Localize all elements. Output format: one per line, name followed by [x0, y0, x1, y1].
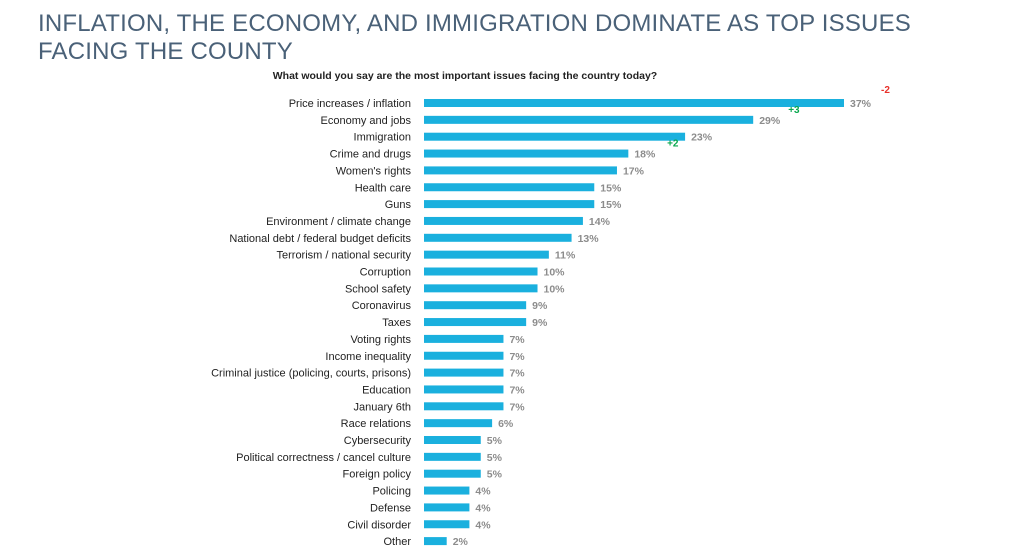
value-label-school-safety: 10%: [544, 283, 566, 295]
chart-question: What would you say are the most importan…: [272, 70, 658, 82]
category-label-women-s-rights: Women's rights: [336, 165, 412, 177]
bar-other: [424, 537, 447, 546]
value-label-other: 2%: [453, 536, 469, 548]
category-label-income-inequality: Income inequality: [325, 351, 411, 363]
value-label-women-s-rights: 17%: [623, 165, 645, 177]
bar-coronavirus: [424, 301, 527, 310]
value-label-voting-rights: 7%: [509, 334, 525, 346]
value-label-civil-disorder: 4%: [475, 519, 491, 531]
category-label-race-relations: Race relations: [341, 418, 412, 430]
bar-race-relations: [424, 419, 493, 428]
category-label-policing: Policing: [372, 486, 411, 498]
category-label-other: Other: [383, 536, 411, 548]
change-annotation-economy-and-jobs: +3: [788, 105, 800, 116]
value-label-january-6th: 7%: [509, 401, 525, 413]
category-label-immigration: Immigration: [354, 132, 411, 144]
bar-health-care: [424, 183, 595, 192]
bar-economy-and-jobs: [424, 115, 754, 124]
value-label-income-inequality: 7%: [509, 351, 525, 363]
value-label-national-debt-federal-budget-deficits: 13%: [578, 233, 600, 245]
value-label-price-increases-inflation: 37%: [850, 98, 872, 110]
category-label-criminal-justice-policing-courts-prisons: Criminal justice (policing, courts, pris…: [211, 368, 411, 380]
bar-women-s-rights: [424, 166, 617, 175]
bar-criminal-justice-policing-courts-prisons: [424, 368, 504, 377]
value-label-immigration: 23%: [691, 132, 713, 144]
value-label-guns: 15%: [600, 199, 622, 211]
bar-price-increases-inflation: [424, 99, 844, 107]
category-label-price-increases-inflation: Price increases / inflation: [289, 98, 411, 110]
category-label-voting-rights: Voting rights: [350, 334, 411, 346]
value-label-education: 7%: [509, 384, 525, 396]
category-label-crime-and-drugs: Crime and drugs: [330, 149, 412, 161]
value-label-cybersecurity: 5%: [487, 435, 503, 447]
value-label-crime-and-drugs: 18%: [634, 149, 656, 161]
bar-january-6th: [424, 402, 504, 411]
value-label-foreign-policy: 5%: [487, 469, 503, 481]
bar-environment-climate-change: [424, 216, 583, 225]
bar-national-debt-federal-budget-deficits: [424, 233, 572, 242]
value-label-race-relations: 6%: [498, 418, 514, 430]
bar-immigration: [424, 132, 686, 141]
bar-foreign-policy: [424, 469, 481, 478]
bar-school-safety: [424, 284, 538, 293]
bar-education: [424, 385, 504, 394]
category-label-political-correctness-cancel-culture: Political correctness / cancel culture: [236, 452, 411, 464]
value-label-policing: 4%: [475, 486, 491, 498]
value-label-taxes: 9%: [532, 317, 548, 329]
slide-title: INFLATION, THE ECONOMY, AND IMMIGRATION …: [38, 10, 911, 65]
value-label-terrorism-national-security: 11%: [555, 250, 576, 262]
category-label-taxes: Taxes: [382, 317, 411, 329]
value-label-environment-climate-change: 14%: [589, 216, 611, 228]
category-label-health-care: Health care: [355, 182, 411, 194]
bar-cybersecurity: [424, 436, 481, 444]
value-label-corruption: 10%: [544, 267, 566, 279]
bar-crime-and-drugs: [424, 149, 629, 158]
bar-political-correctness-cancel-culture: [424, 452, 481, 461]
category-label-national-debt-federal-budget-deficits: National debt / federal budget deficits: [229, 233, 411, 245]
bar-terrorism-national-security: [424, 250, 549, 259]
category-label-cybersecurity: Cybersecurity: [344, 435, 412, 447]
category-label-guns: Guns: [385, 199, 412, 211]
category-label-foreign-policy: Foreign policy: [343, 469, 412, 481]
category-label-school-safety: School safety: [345, 283, 412, 295]
category-label-january-6th: January 6th: [354, 401, 411, 413]
category-label-defense: Defense: [370, 502, 411, 514]
category-label-economy-and-jobs: Economy and jobs: [321, 115, 412, 127]
change-annotation-price-increases-inflation: -2: [881, 85, 890, 96]
bar-civil-disorder: [424, 520, 470, 529]
category-label-terrorism-national-security: Terrorism / national security: [277, 250, 412, 262]
category-label-education: Education: [362, 384, 411, 396]
bar-policing: [424, 486, 470, 495]
value-label-political-correctness-cancel-culture: 5%: [487, 452, 503, 464]
value-label-health-care: 15%: [600, 182, 622, 194]
bar-income-inequality: [424, 351, 504, 360]
bar-corruption: [424, 267, 538, 276]
bar-guns: [424, 200, 595, 209]
category-label-corruption: Corruption: [360, 267, 411, 279]
value-label-coronavirus: 9%: [532, 300, 548, 312]
category-label-civil-disorder: Civil disorder: [347, 519, 411, 531]
value-label-criminal-justice-policing-courts-prisons: 7%: [509, 368, 525, 380]
category-label-environment-climate-change: Environment / climate change: [266, 216, 411, 228]
category-label-coronavirus: Coronavirus: [352, 300, 412, 312]
bar-taxes: [424, 318, 527, 327]
change-annotation-immigration: +2: [667, 139, 679, 150]
bar-defense: [424, 503, 470, 512]
bar-voting-rights: [424, 334, 504, 343]
value-label-economy-and-jobs: 29%: [759, 115, 781, 127]
value-label-defense: 4%: [475, 502, 491, 514]
